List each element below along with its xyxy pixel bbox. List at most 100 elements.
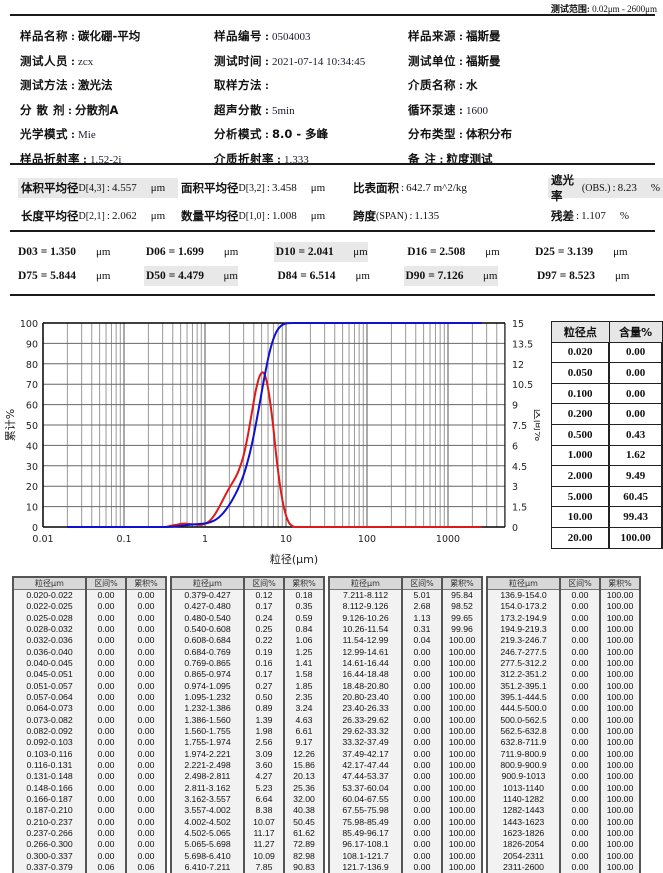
interval-percent: 0.00 xyxy=(560,827,601,840)
cumulative-percent: 90.83 xyxy=(293,861,315,872)
cumulative-percent: 99.65 xyxy=(451,612,473,623)
interval-percent: 0.00 xyxy=(560,646,601,658)
size-range: 60.04-67.55 xyxy=(329,793,403,806)
interval-percent: 0.00 xyxy=(86,793,127,806)
info-label: 介质名称 xyxy=(408,78,456,93)
table-row: 351.2-395.1 0.00 100.00 xyxy=(487,680,640,692)
cumulative-percent: 100.00 xyxy=(606,748,634,759)
stat-sublabel: (OBS.) xyxy=(581,182,611,194)
table-row: 0.032-0.036 0.00 0.00 xyxy=(13,635,166,647)
interval-percent: 0.17 xyxy=(244,601,285,613)
y2-tick-label: 10.5 xyxy=(512,380,533,391)
interval-percent: 0.00 xyxy=(86,771,127,783)
table-row: 1826-2054 0.00 100.00 xyxy=(487,839,640,851)
cumulative-percent: 100.00 xyxy=(448,691,476,702)
cumulative-percent: 0.00 xyxy=(137,725,155,736)
interval-percent: 0.00 xyxy=(86,805,127,817)
info-label: 样品折射率 xyxy=(20,151,80,166)
table-row: 96.17-108.1 0.00 100.00 xyxy=(329,839,482,851)
d-label: D97 xyxy=(537,270,557,282)
d-value-d16: D16 = 2.508 μm xyxy=(407,246,500,258)
size-range: 5.698-6.410 xyxy=(171,850,245,862)
info-value: 体积分布 xyxy=(466,127,512,142)
size-range: 20.80-23.40 xyxy=(329,691,403,704)
size-range: 26.33-29.62 xyxy=(329,714,403,726)
cumulative-percent: 100.00 xyxy=(606,703,634,714)
size-range: 47.44-53.37 xyxy=(329,771,403,783)
cumulative-percent: 82.98 xyxy=(293,850,315,861)
table-row: 0.427-0.480 0.17 0.35 xyxy=(171,601,324,613)
table-row: 0.045-0.051 0.00 0.00 xyxy=(13,669,166,681)
d-unit: μm xyxy=(223,246,239,258)
table-header-row: 粒径μm 区间% 累积% xyxy=(171,577,324,590)
interval-percent: 0.00 xyxy=(402,827,443,840)
interval-percent: 0.00 xyxy=(560,850,601,862)
cumulative-percent: 100.00 xyxy=(606,737,634,748)
content-percent: 9.49 xyxy=(608,465,663,487)
size-range: 0.480-0.540 xyxy=(171,612,245,624)
content-percent: 100.00 xyxy=(608,526,663,549)
table-row: 0.020-0.022 0.00 0.00 xyxy=(13,589,166,601)
table-row: 1443-1623 0.00 100.00 xyxy=(487,816,640,828)
table-row: 0.036-0.040 0.00 0.00 xyxy=(13,646,166,658)
cumulative-percent: 72.89 xyxy=(293,839,315,850)
interval-percent: 0.00 xyxy=(402,669,443,681)
interval-percent: 0.00 xyxy=(86,725,127,738)
info-label: 超声分散 xyxy=(214,102,262,117)
stat-label: 残差 xyxy=(551,209,574,223)
size-range: 1013-1140 xyxy=(487,782,561,794)
table-row: 1623-1826 0.00 100.00 xyxy=(487,827,640,840)
size-range: 1.232-1.386 xyxy=(171,703,245,715)
interval-percent: 0.00 xyxy=(560,657,601,670)
size-range: 0.166-0.187 xyxy=(13,793,87,806)
table-row: 42.17-47.44 0.00 100.00 xyxy=(329,759,482,772)
size-range: 562.5-632.8 xyxy=(487,725,561,738)
table-row: 0.769-0.865 0.16 1.41 xyxy=(171,657,324,670)
y-tick-label: 40 xyxy=(26,441,38,452)
interval-percent: 0.00 xyxy=(86,635,127,647)
stat-label: 比表面积 xyxy=(353,181,399,195)
interval-percent: 0.00 xyxy=(86,601,127,613)
stat-item: 面积平均径 D[3,2]:3.458 μm xyxy=(181,181,326,195)
interval-percent: 3.60 xyxy=(244,759,285,772)
size-range: 5.065-5.698 xyxy=(171,839,245,851)
info-field: 分 散 剂: 分散剂A xyxy=(20,102,119,117)
stat-value: 2.062 xyxy=(111,210,137,222)
size-range: 29.62-33.32 xyxy=(329,725,403,738)
interval-percent: 0.00 xyxy=(560,612,601,624)
size-range: 0.028-0.032 xyxy=(13,623,87,636)
interval-percent: 0.25 xyxy=(244,623,285,636)
interval-percent: 0.00 xyxy=(402,691,443,704)
d-label: D10 xyxy=(275,246,296,258)
interval-percent: 0.00 xyxy=(402,759,443,772)
info-field: 测试单位: 福斯曼 xyxy=(408,53,501,68)
table-row: 12.99-14.61 0.00 100.00 xyxy=(329,646,482,658)
cumulative-percent: 100.00 xyxy=(606,816,634,827)
interval-percent: 0.00 xyxy=(560,805,601,817)
info-label: 样品编号 xyxy=(214,29,262,44)
table-row: 2.811-3.162 5.23 25.36 xyxy=(171,782,324,794)
interval-percent: 0.12 xyxy=(244,589,285,601)
content-percent: 0.00 xyxy=(608,362,663,384)
table-row: 0.540-0.608 0.25 0.84 xyxy=(171,623,324,636)
table-row: 1.386-1.560 1.39 4.63 xyxy=(171,714,324,726)
table-row: 2.000 9.49 xyxy=(551,465,663,487)
info-value: 分散剂A xyxy=(75,102,119,117)
table-row: 0.974-1.095 0.27 1.85 xyxy=(171,680,324,692)
table-row: 0.064-0.073 0.00 0.00 xyxy=(13,703,166,715)
cumulative-percent: 100.00 xyxy=(606,635,634,646)
size-range: 0.608-0.684 xyxy=(171,635,245,647)
d-label: D75 xyxy=(18,270,38,282)
interval-percent: 0.00 xyxy=(402,737,443,749)
size-range: 7.211-8.112 xyxy=(329,589,403,601)
stat-item: 体积平均径 D[4,3]:4.557 μm xyxy=(18,178,178,198)
table-row: 2.221-2.498 3.60 15.86 xyxy=(171,759,324,772)
cumulative-percent: 4.63 xyxy=(295,714,313,725)
d-number: 2.508 xyxy=(439,246,466,258)
table-row: 0.200 0.00 xyxy=(551,403,663,425)
cumulative-percent: 0.00 xyxy=(137,623,155,634)
size-range: 75.98-85.49 xyxy=(329,816,403,828)
table-row: 632.8-711.9 0.00 100.00 xyxy=(487,737,640,749)
info-value: 水 xyxy=(466,78,478,93)
table-row: 900.9-1013 0.00 100.00 xyxy=(487,771,640,783)
